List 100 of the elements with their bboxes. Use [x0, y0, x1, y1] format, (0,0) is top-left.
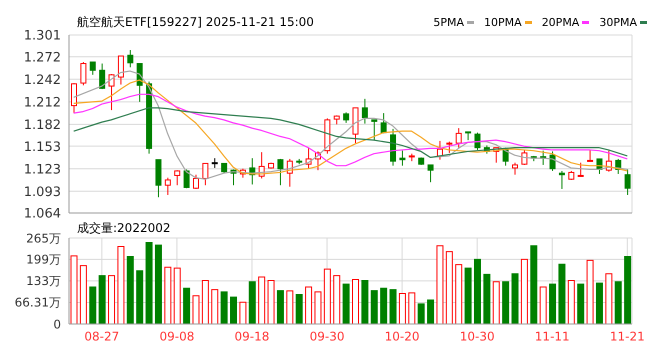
bar: [80, 265, 87, 324]
bar: [136, 270, 144, 324]
candlestick: [174, 170, 180, 186]
candlestick: [221, 162, 228, 174]
candlestick: [587, 149, 594, 162]
candlestick: [512, 162, 518, 176]
candlestick: [343, 112, 350, 124]
bar: [305, 286, 312, 324]
x-tick-label: 11-11: [534, 330, 570, 344]
bar: [624, 256, 632, 324]
bar: [512, 273, 519, 324]
bar: [89, 286, 96, 324]
bar: [427, 299, 434, 324]
bar: [70, 255, 78, 324]
y-tick-label: 1.093: [24, 184, 61, 200]
y-tick-label: 199万: [26, 252, 61, 267]
bar: [568, 280, 575, 324]
bar: [605, 273, 612, 324]
bar: [286, 290, 294, 324]
y-tick-label: 1.153: [24, 140, 61, 155]
bar: [126, 256, 134, 324]
x-tick-label: 10-30: [460, 330, 495, 344]
candlestick: [521, 149, 528, 166]
candlestick: [80, 62, 86, 86]
bar: [108, 275, 116, 324]
bar: [361, 280, 368, 324]
bar: [558, 264, 566, 324]
candlestick: [90, 62, 96, 76]
y-tick-label: 1.182: [24, 118, 61, 133]
candlestick: [71, 82, 77, 114]
bar: [474, 258, 481, 324]
candlestick: [192, 174, 199, 190]
y-tick-label: 1.272: [24, 50, 61, 66]
x-tick-label: 09-30: [310, 330, 344, 344]
candlestick: [118, 56, 124, 86]
bar: [333, 275, 340, 324]
x-tick-label: 08-27: [84, 330, 120, 344]
candlestick: [371, 119, 378, 141]
y-tick-label: 133万: [26, 274, 61, 288]
chart-title: 成交量:2022002: [77, 220, 170, 237]
bar: [324, 268, 331, 324]
candlestick: [474, 132, 480, 150]
x-tick-label: 11-21: [610, 330, 645, 344]
y-tick-label: 66.31万: [14, 296, 61, 310]
candlestick: [578, 162, 584, 177]
bar: [248, 281, 256, 324]
bar: [390, 289, 397, 324]
candlestick: [164, 177, 171, 196]
candlestick: [624, 168, 631, 196]
bar: [398, 292, 406, 324]
bar: [577, 284, 584, 324]
bar: [296, 294, 303, 324]
bar: [464, 268, 472, 324]
bar: [418, 303, 425, 324]
bar: [239, 302, 246, 324]
bar: [540, 286, 547, 324]
bar: [520, 258, 528, 324]
bar: [154, 244, 162, 324]
bar: [342, 284, 350, 324]
bar: [436, 245, 444, 324]
bar: [370, 290, 378, 324]
y-tick-label: 1.123: [24, 162, 61, 178]
candlestick: [428, 164, 434, 183]
candlestick: [127, 50, 134, 68]
y-tick-label: 1.212: [24, 95, 61, 110]
bar: [268, 280, 275, 324]
legend-label: 20PMA: [542, 16, 580, 29]
candlestick: [202, 162, 208, 186]
bar: [455, 264, 462, 324]
bar: [596, 282, 603, 324]
bar: [164, 266, 172, 324]
y-tick-label: 1.064: [24, 206, 61, 222]
y-tick-label: 1.242: [24, 72, 61, 88]
candlestick: [212, 158, 218, 168]
candlestick: [380, 112, 387, 134]
bar: [211, 289, 218, 324]
bar: [202, 280, 209, 324]
bar: [98, 275, 106, 324]
x-tick-label: 09-08: [159, 330, 194, 344]
bar: [220, 291, 228, 324]
bar: [380, 288, 388, 324]
bar: [146, 242, 153, 324]
candlestick: [277, 158, 284, 186]
candlestick: [399, 150, 406, 166]
bar: [614, 281, 622, 324]
bar: [549, 284, 556, 324]
x-tick-label: 10-20: [384, 330, 420, 344]
bar: [183, 288, 190, 324]
x-tick-label: 09-18: [234, 330, 270, 344]
candlestick: [362, 98, 368, 124]
candlestick: [568, 170, 574, 180]
bar: [314, 291, 322, 324]
bar: [483, 274, 490, 324]
line-series: [73, 94, 628, 166]
bar: [276, 290, 284, 324]
bar: [117, 246, 124, 324]
legend-label: 10PMA: [484, 16, 522, 29]
legend-label: 5PMA: [433, 16, 464, 29]
bar: [492, 281, 500, 324]
y-tick-label: 1.301: [24, 28, 61, 44]
